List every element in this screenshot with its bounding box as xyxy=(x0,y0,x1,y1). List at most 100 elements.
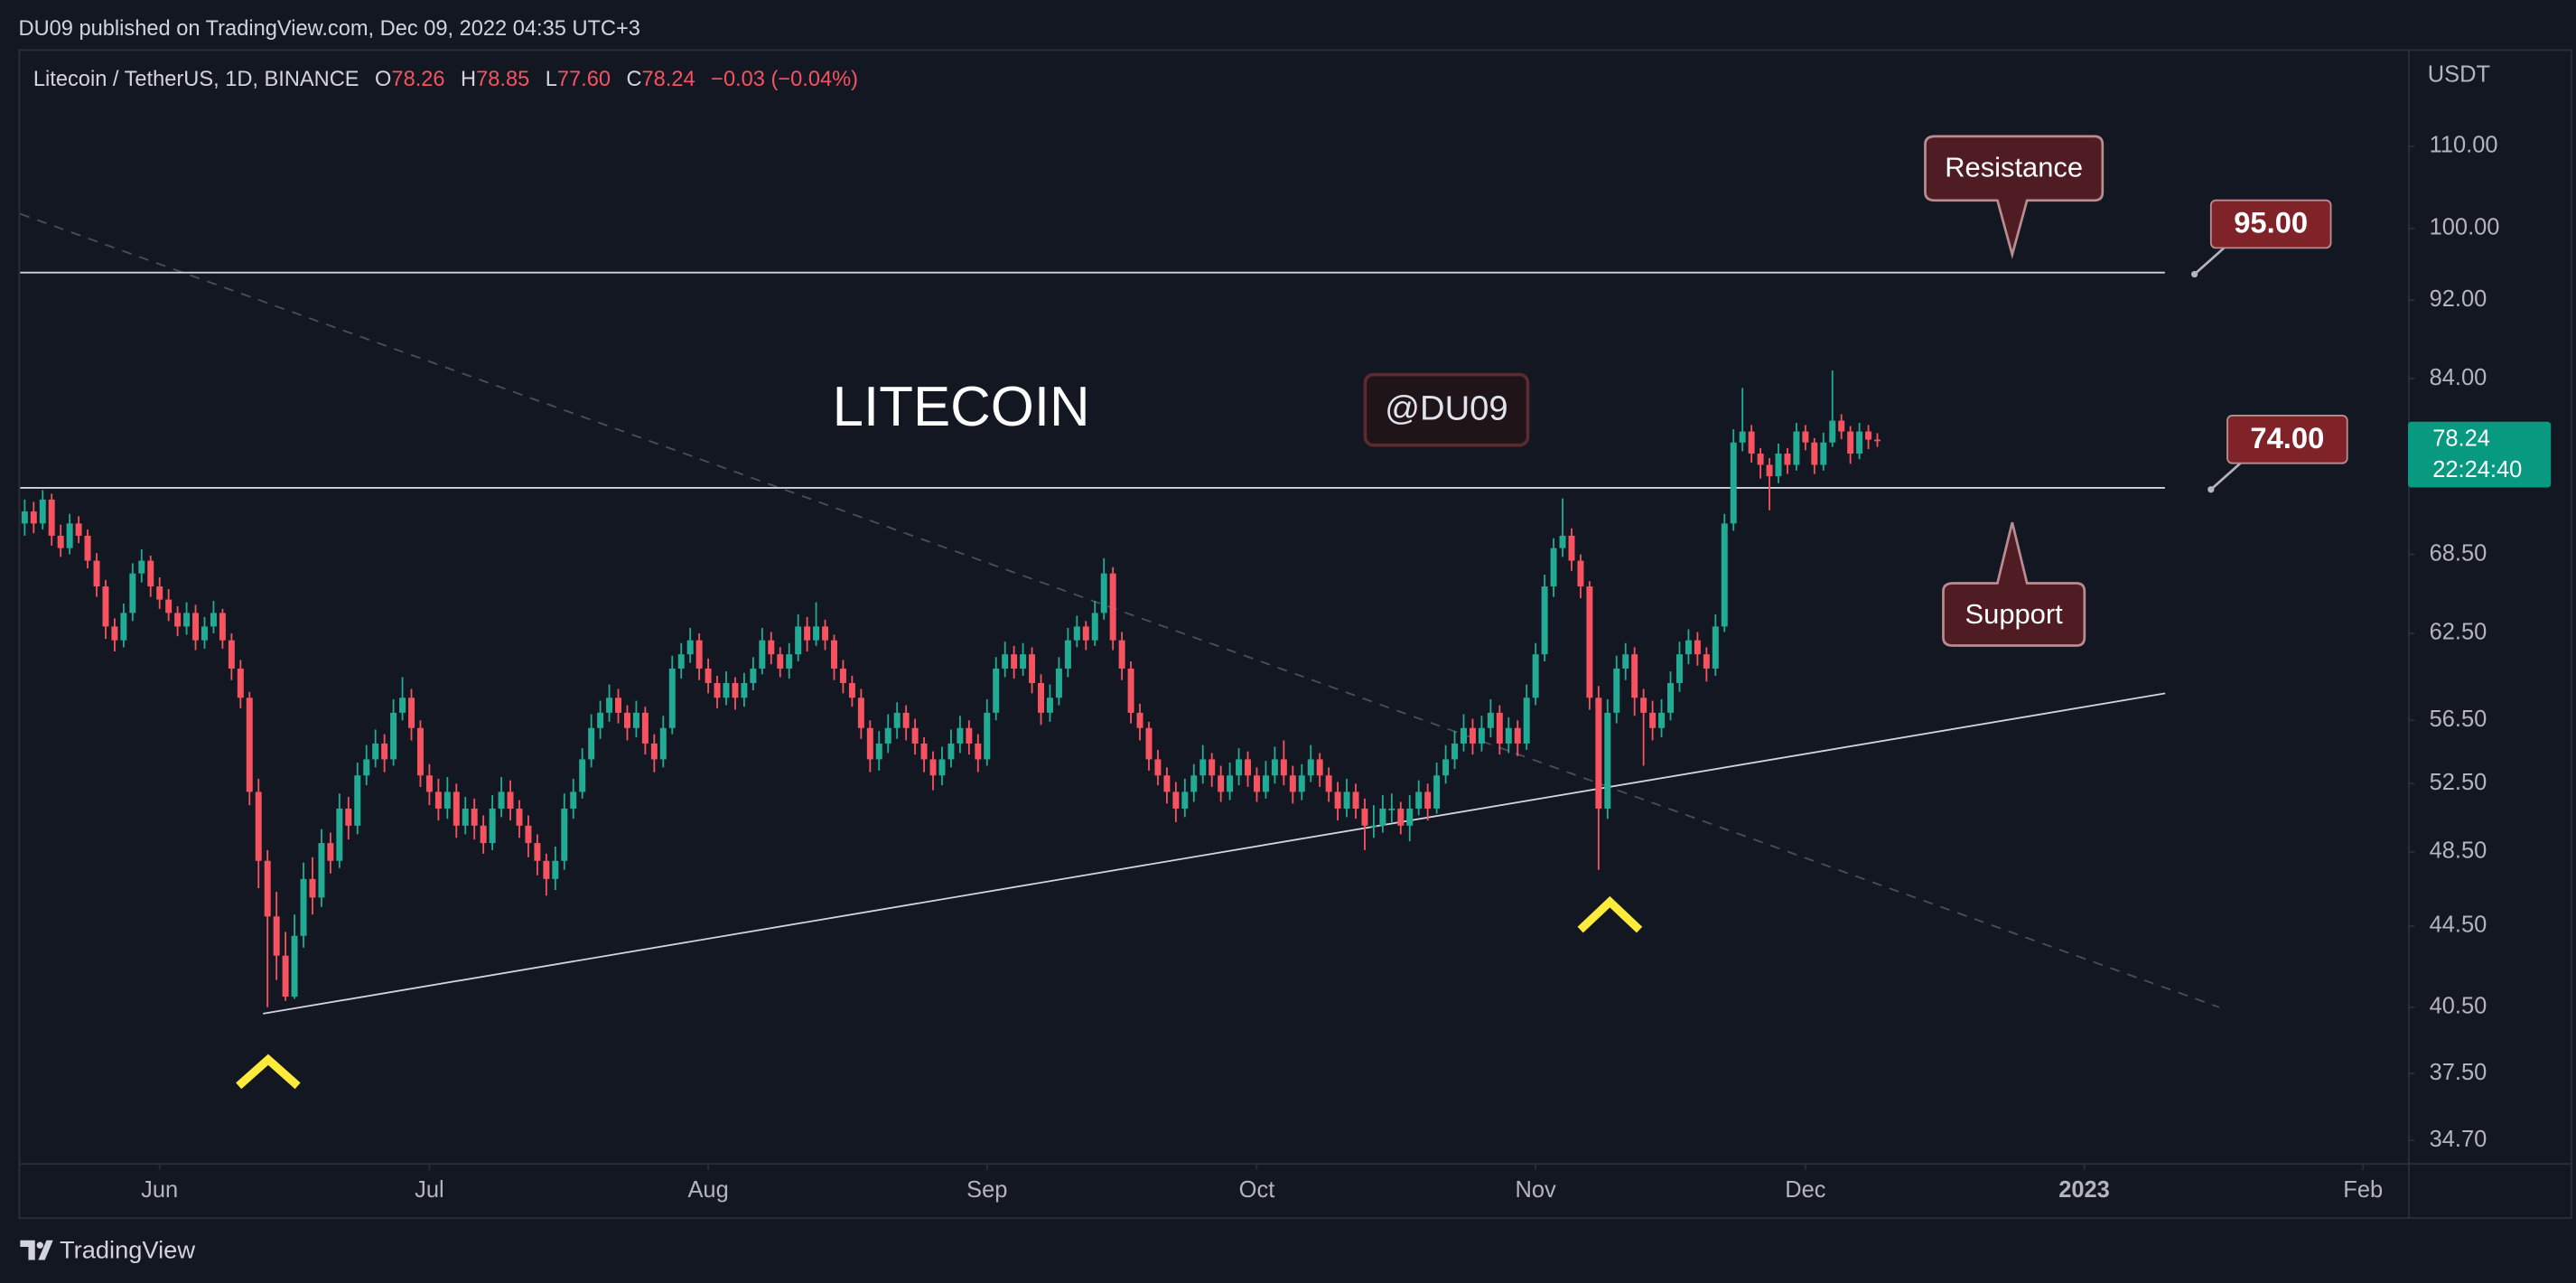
candle-body xyxy=(1559,535,1566,548)
candle-body xyxy=(1856,431,1863,454)
candle-body xyxy=(1046,698,1053,713)
candle-body xyxy=(831,640,837,669)
candle-body xyxy=(1685,640,1692,655)
title: LITECOIN xyxy=(833,376,1090,438)
candle-body xyxy=(102,586,109,627)
candle-body xyxy=(984,712,991,760)
last-price: 78.24 xyxy=(2432,426,2490,452)
candle-body xyxy=(1245,759,1252,776)
candle-body xyxy=(75,523,82,536)
candle-body xyxy=(1505,727,1512,744)
candle-body xyxy=(489,808,496,844)
candle-body xyxy=(902,712,910,728)
candle-body xyxy=(1209,759,1216,776)
candle-body xyxy=(21,511,28,524)
candle-body xyxy=(1055,668,1062,698)
candle-body xyxy=(147,560,154,587)
level-anchor xyxy=(2207,486,2215,493)
candle-body xyxy=(795,626,802,655)
y-tick-label: 56.50 xyxy=(2430,707,2487,732)
candle-body xyxy=(1343,791,1350,809)
candle-body xyxy=(570,791,577,809)
candle-body xyxy=(857,698,864,728)
currency-label: USDT xyxy=(2428,61,2490,87)
candle-body xyxy=(1595,698,1602,809)
candle-body xyxy=(1523,698,1530,744)
x-tick-label: Nov xyxy=(1516,1177,1557,1203)
candle-body xyxy=(875,743,882,760)
legend-value: 78.24 xyxy=(642,68,695,91)
candle-body xyxy=(1712,626,1719,669)
candle-body xyxy=(1082,626,1089,641)
candle-body xyxy=(1496,712,1503,744)
candle-body xyxy=(822,626,829,641)
candle-body xyxy=(282,955,289,997)
candle-body xyxy=(156,586,163,600)
symbol: Litecoin / TetherUS, 1D, BINANCE xyxy=(33,68,359,91)
watermark-box xyxy=(1363,372,1530,447)
support-callout xyxy=(1942,521,2086,647)
candle-body xyxy=(1236,759,1243,776)
candle-body xyxy=(1748,431,1755,454)
candle-body xyxy=(345,808,352,826)
candle-body xyxy=(543,860,550,879)
candle-body xyxy=(1352,791,1359,809)
y-tick-label: 68.50 xyxy=(2430,540,2487,566)
candle-body xyxy=(534,843,541,861)
candle-body xyxy=(705,668,712,683)
candle-body xyxy=(1820,442,1827,465)
candle-body xyxy=(1289,775,1296,792)
candle-body xyxy=(246,698,253,792)
candle-body xyxy=(363,759,370,776)
candle-body xyxy=(848,682,855,698)
candle-body xyxy=(1397,808,1405,826)
x-tick-label: Dec xyxy=(1785,1177,1826,1203)
y-tick-label: 48.50 xyxy=(2430,838,2487,864)
candle-body xyxy=(66,523,73,548)
candle-body xyxy=(1442,759,1450,776)
candle-body xyxy=(1218,775,1225,792)
candle-body xyxy=(750,668,757,683)
candle-body xyxy=(1766,464,1773,477)
candle-body xyxy=(1280,759,1287,776)
candle-body xyxy=(723,682,730,698)
candle-body xyxy=(1100,573,1107,613)
candle-body xyxy=(920,743,928,760)
level-tag xyxy=(2226,415,2348,464)
candle-body xyxy=(111,626,118,641)
candle-body xyxy=(1253,775,1260,792)
candle-body xyxy=(929,759,937,776)
candle-body xyxy=(1145,727,1153,760)
candle-body xyxy=(741,682,748,698)
candle-body xyxy=(1541,586,1548,655)
candle-body xyxy=(911,727,919,744)
level-tag-label: 95.00 xyxy=(2234,206,2308,239)
candle-body xyxy=(1379,808,1386,826)
candle-body xyxy=(839,668,846,683)
candle-body xyxy=(1829,420,1836,443)
candle-body xyxy=(561,808,568,861)
candle-body xyxy=(804,626,811,641)
x-tick-label: Sep xyxy=(966,1177,1007,1203)
candle-body xyxy=(786,654,793,669)
candle-body xyxy=(57,535,64,548)
candle-body xyxy=(1406,808,1414,826)
candle-body xyxy=(957,727,964,744)
candle-body xyxy=(93,560,100,587)
candle-body xyxy=(48,499,55,536)
candle-body xyxy=(884,727,891,744)
candle-body xyxy=(641,712,649,744)
publish-header: DU09 published on TradingView.com, Dec 0… xyxy=(19,17,640,41)
plot-area xyxy=(20,212,2220,1015)
candle-body xyxy=(1577,560,1584,587)
candle-body xyxy=(264,860,271,917)
y-tick-label: 92.00 xyxy=(2430,286,2487,312)
candle-body xyxy=(1038,682,1044,713)
candle-body xyxy=(1091,613,1098,641)
x-tick-label: Jul xyxy=(415,1177,444,1203)
candle-body xyxy=(966,727,973,744)
candle-body xyxy=(1487,712,1494,728)
candle-body xyxy=(390,712,397,760)
candle-body xyxy=(677,654,685,669)
candle-body xyxy=(1730,442,1737,524)
